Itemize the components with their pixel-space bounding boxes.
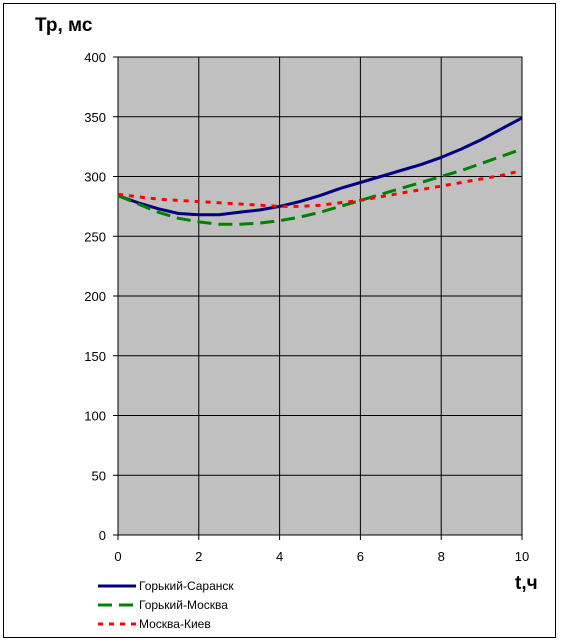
- legend: Горький-Саранск Горький-Москва Москва-Киев: [98, 579, 234, 631]
- y-tick-label: 350: [84, 110, 106, 125]
- x-tick-label: 2: [195, 549, 202, 564]
- series-line-3: [117, 169, 523, 208]
- legend-label-1: Горький-Саранск: [139, 579, 234, 593]
- x-axis-title: t,ч: [515, 573, 538, 594]
- y-tick-label: 0: [99, 528, 106, 543]
- x-tick-label: 8: [438, 549, 445, 564]
- y-tick-label: 100: [84, 409, 106, 424]
- legend-label-3: Москва-Киев: [139, 617, 211, 631]
- y-tick-label: 200: [84, 289, 106, 304]
- x-tick-label: 4: [276, 549, 283, 564]
- y-tick-label: 150: [84, 349, 106, 364]
- series-line-1: [117, 116, 523, 217]
- y-tick-label: 50: [92, 468, 106, 483]
- x-tick-label: 6: [357, 549, 364, 564]
- grid: [113, 56, 523, 540]
- series-line-2: [117, 147, 523, 226]
- y-tick-label: 300: [84, 170, 106, 185]
- legend-label-2: Горький-Москва: [139, 598, 228, 612]
- x-tick-label: 10: [515, 549, 529, 564]
- x-tick-label: 0: [114, 549, 121, 564]
- tick-labels: 0 50 100 150 200 250 300 350 400 0 2 4 6 8 10: [84, 50, 529, 564]
- y-tick-label: 250: [84, 229, 106, 244]
- y-axis-title: Тр, мс: [35, 15, 93, 36]
- y-tick-label: 400: [84, 50, 106, 65]
- series-lines: [117, 116, 523, 226]
